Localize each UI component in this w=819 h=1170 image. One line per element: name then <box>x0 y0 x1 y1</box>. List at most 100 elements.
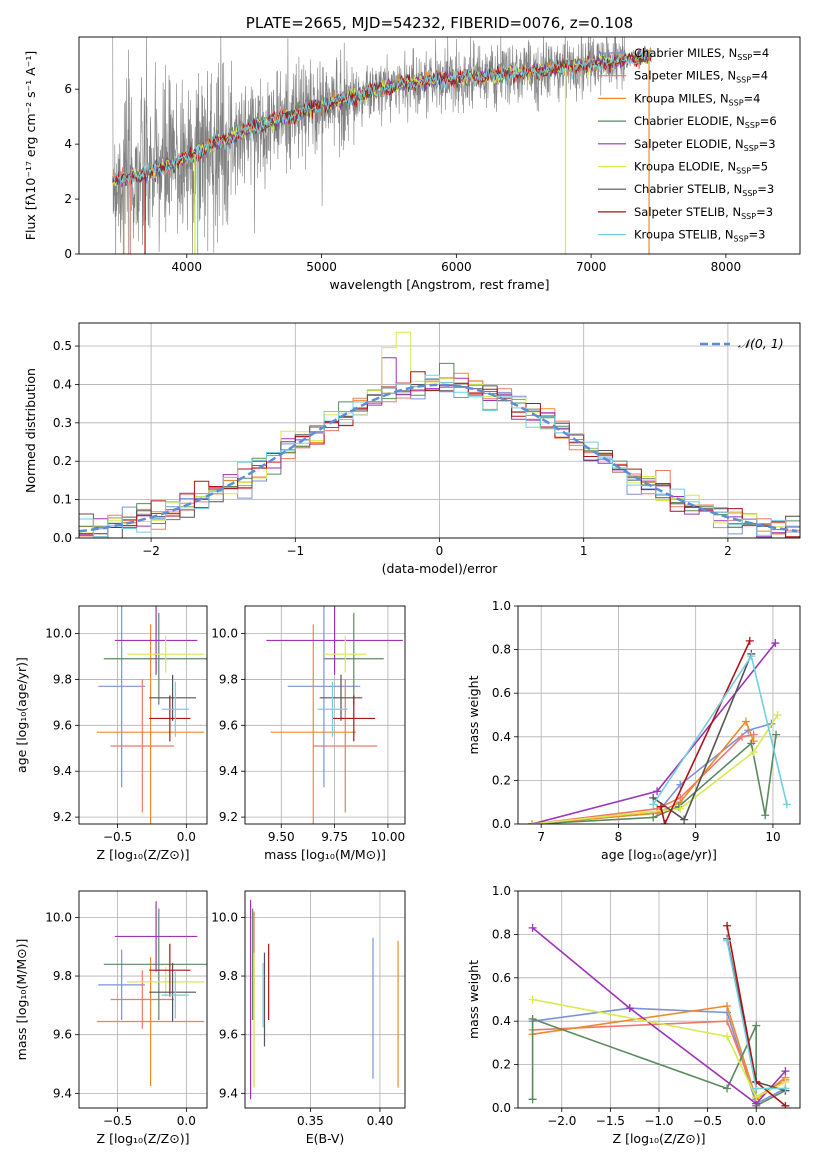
y-tick-label: 9.4 <box>53 1086 72 1100</box>
y-tick-label: 0.8 <box>492 643 511 657</box>
x-tick-label: 0.40 <box>367 1114 394 1128</box>
y-tick-label: 0.0 <box>492 817 511 831</box>
age_vs_Z-axes: −0.5 0.0 9.2 9.4 9.6 9.8 10.0 Z [log₁₀(Z/Z⊙)] ag… <box>14 605 208 862</box>
weight-marker <box>528 923 537 932</box>
legend-label-base: Kroupa MILES, N <box>634 91 729 105</box>
legend-label-sub: SSP <box>742 189 757 198</box>
legend-label-tail: =4 <box>751 69 768 83</box>
legend-label: Salpeter STELIB, NSSP=3 <box>634 205 773 221</box>
legend-label: Salpeter ELODIE, NSSP=3 <box>634 137 776 153</box>
weight-line <box>531 714 779 824</box>
age_vs_mass-plot-area <box>266 606 403 824</box>
y-tick-label: 9.2 <box>219 810 238 824</box>
age_vs_mass-axes: 9.50 9.75 10.00 9.2 9.4 9.6 9.8 10.0 mass [log₁₀… <box>211 605 406 862</box>
chart-title: PLATE=2665, MJD=54232, FIBERID=0076, z=0… <box>246 14 633 32</box>
y-tick-label: 9.6 <box>53 718 72 732</box>
weight-marker <box>747 652 756 661</box>
weight_vs_age-axes: 7 8 9 10 0.0 0.2 0.4 0.6 0.8 1.0 age [log₁₀(age/yr… <box>466 599 801 862</box>
y-tick-label: 0.4 <box>53 377 72 391</box>
weight_vs_age-plot-area <box>527 636 791 824</box>
residual-histogram <box>79 374 800 538</box>
x-tick-label: −1.5 <box>596 1114 625 1128</box>
y-tick-label: 9.8 <box>53 672 72 686</box>
y-tick-label: 9.6 <box>219 1028 238 1042</box>
y-tick-label: 10.0 <box>211 627 238 641</box>
legend-label: Chabrier STELIB, NSSP=3 <box>634 182 774 198</box>
y-tick-label: 0.4 <box>492 730 511 744</box>
weight-marker <box>723 1032 732 1041</box>
y-tick-label: 10.0 <box>211 910 238 924</box>
weight-marker <box>752 1093 761 1102</box>
weight-marker <box>656 802 665 811</box>
y-axis-label: mass weight <box>466 960 481 1039</box>
legend-label-tail: =4 <box>744 91 761 105</box>
x-axis-label: wavelength [Angstrom, rest frame] <box>329 277 549 292</box>
y-axis-label: mass weight <box>466 675 481 754</box>
legend-label-base: Salpeter ELODIE, N <box>634 137 744 151</box>
y-tick-label: 0.1 <box>53 493 72 507</box>
x-tick-label: 0 <box>436 544 444 558</box>
y-tick-label: 0.5 <box>53 339 72 353</box>
observed-spectrum-line <box>112 37 626 254</box>
x-tick-label: −0.5 <box>693 1114 722 1128</box>
weight-marker <box>528 1095 537 1104</box>
weight-marker <box>782 800 791 809</box>
weight-marker <box>653 787 662 796</box>
y-tick-label: 9.8 <box>53 969 72 983</box>
x-tick-label: 0.35 <box>297 1114 324 1128</box>
x-tick-label: 9.50 <box>268 830 295 844</box>
weight-marker <box>781 1084 790 1093</box>
x-tick-label: 0.0 <box>177 830 196 844</box>
y-axis-label: Flux [fλ10⁻¹⁷ erg cm⁻² s⁻¹ A⁻¹] <box>23 51 38 240</box>
y-tick-label: 0.6 <box>492 971 511 985</box>
residual-histogram <box>79 371 800 538</box>
legend-label: Salpeter MILES, NSSP=4 <box>634 69 768 85</box>
axes-frame <box>244 605 406 825</box>
legend-label-tail: =3 <box>749 228 766 242</box>
y-tick-label: 1.0 <box>492 599 511 613</box>
weight-marker <box>781 1101 790 1108</box>
axes-frame <box>244 890 406 1109</box>
y-tick-label: 0.8 <box>492 927 511 941</box>
weight-marker <box>771 639 780 648</box>
weight-marker <box>723 1002 732 1011</box>
spectrum-plot-area <box>112 37 652 254</box>
legend-label-tail: =5 <box>751 160 768 174</box>
y-axis-label: mass [log₁₀(M/M⊙)] <box>14 939 29 1061</box>
legend-label-tail: =3 <box>759 137 776 151</box>
legend-label: Kroupa STELIB, NSSP=3 <box>634 228 765 244</box>
weight-marker <box>752 1084 761 1093</box>
weight_vs_Z-axes: −2.0 −1.5 −1.0 −0.5 0.0 0.0 0.2 0.4 0.6 0.8 1.0 Z [… <box>466 884 801 1146</box>
y-tick-label: 1.0 <box>492 884 511 898</box>
legend-label: Kroupa ELODIE, NSSP=5 <box>634 160 768 176</box>
y-tick-label: 9.8 <box>219 672 238 686</box>
x-axis-label: age [log₁₀(age/yr)] <box>601 847 717 862</box>
weight-line <box>531 733 754 824</box>
legend-label-base: Salpeter MILES, N <box>634 69 736 83</box>
x-tick-label: 1 <box>580 544 588 558</box>
y-tick-label: 9.6 <box>219 718 238 732</box>
weight-marker <box>528 1015 537 1024</box>
mass_vs_Z-axes: −0.5 0.0 9.4 9.6 9.8 10.0 Z [log₁₀(Z/Z⊙)] mass … <box>14 890 208 1146</box>
y-axis-label: age [log₁₀(age/yr)] <box>14 657 29 773</box>
weight-marker <box>723 1084 732 1093</box>
weight-marker <box>625 1004 634 1013</box>
weight-marker <box>741 717 750 726</box>
legend-label-sub: SSP <box>734 235 749 244</box>
legend-label-sub: SSP <box>729 98 744 107</box>
legend-label-sub: SSP <box>745 121 760 130</box>
x-tick-label: 0.0 <box>747 1114 766 1128</box>
mass_vs_ebv-axes: 0.35 0.40 9.4 9.6 9.8 10.0 E(B-V) <box>211 890 406 1146</box>
legend-label-tail: =3 <box>756 205 773 219</box>
x-axis-label: mass [log₁₀(M/M⊙)] <box>264 847 386 862</box>
weight-marker <box>773 711 782 719</box>
y-tick-label: 0.0 <box>53 531 72 545</box>
x-tick-label: 4000 <box>172 260 203 274</box>
weight-line <box>531 734 777 824</box>
weight-marker <box>747 739 756 748</box>
y-tick-label: 9.4 <box>219 764 238 778</box>
y-axis-label: Normed distribution <box>23 368 38 493</box>
weight-marker <box>680 815 689 824</box>
weight-marker <box>723 936 732 945</box>
